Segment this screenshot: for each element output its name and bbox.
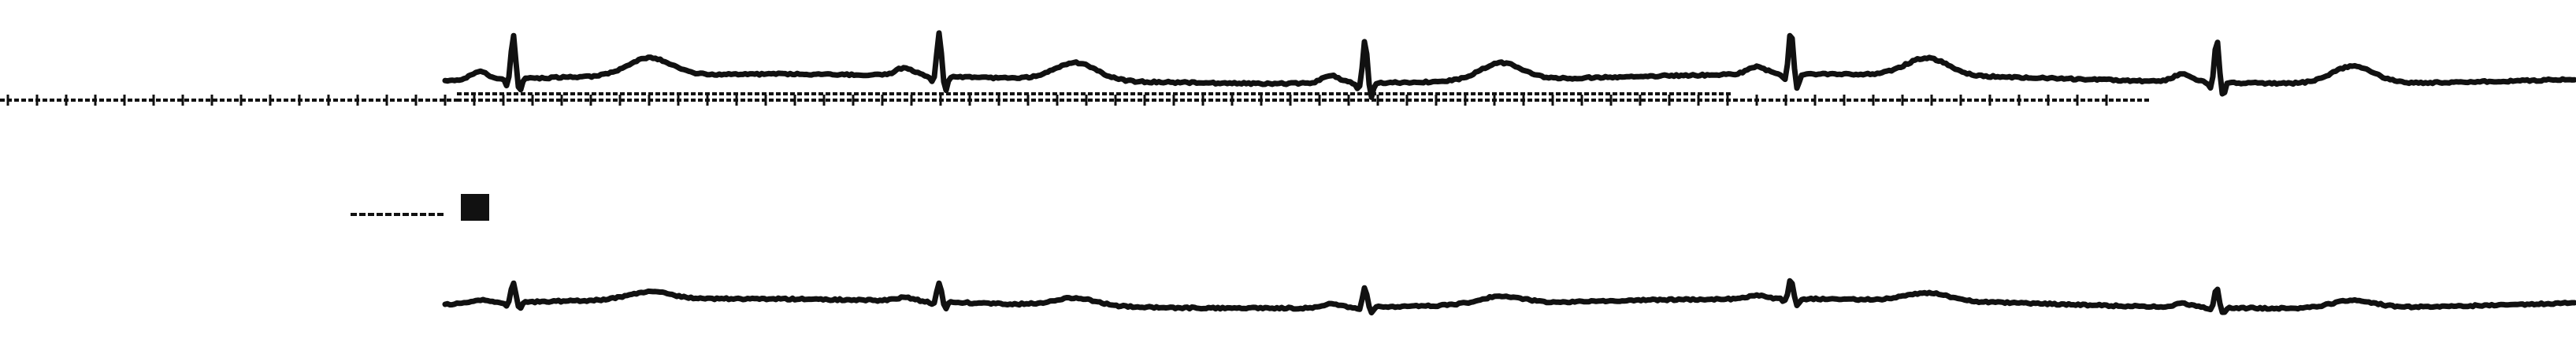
lower-trace xyxy=(442,278,2576,316)
upper-trace xyxy=(442,30,2576,100)
tick-marks xyxy=(6,95,2108,106)
dotted-baseline-group xyxy=(0,92,2151,102)
calibration-block xyxy=(461,194,489,221)
